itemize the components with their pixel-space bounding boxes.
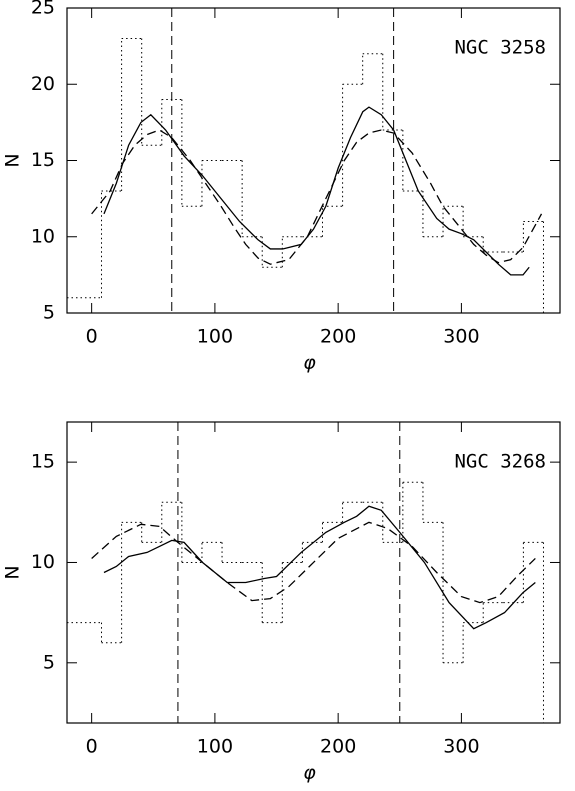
x-tick-label: 0: [86, 326, 98, 348]
plot-frame: [66, 421, 561, 724]
y-tick-label: 10: [31, 551, 55, 573]
y-tick-label: 25: [31, 0, 55, 19]
y-tick-label: 15: [31, 451, 55, 473]
y-tick-label: 5: [43, 302, 55, 324]
y-axis-label: N: [2, 565, 24, 579]
annotation: NGC 3268: [454, 451, 546, 473]
x-tick-label: 100: [197, 326, 233, 348]
annotation: NGC 3258: [454, 37, 546, 59]
x-tick-label: 100: [197, 736, 233, 758]
x-tick-label: 200: [320, 736, 356, 758]
x-tick-label: 300: [443, 326, 479, 348]
x-tick-label: 0: [86, 736, 98, 758]
x-axis-label: φ: [303, 352, 316, 374]
curve: [103, 505, 536, 630]
curve: [91, 521, 536, 604]
curve: [103, 106, 530, 276]
y-axis-label: N: [2, 153, 24, 167]
y-tick-label: 20: [31, 73, 55, 95]
y-tick-label: 15: [31, 149, 55, 171]
y-tick-label: 5: [43, 651, 55, 673]
y-tick-label: 10: [31, 225, 55, 247]
x-tick-label: 200: [320, 326, 356, 348]
x-axis-label: φ: [303, 762, 316, 784]
x-tick-label: 300: [443, 736, 479, 758]
curve: [91, 129, 543, 265]
